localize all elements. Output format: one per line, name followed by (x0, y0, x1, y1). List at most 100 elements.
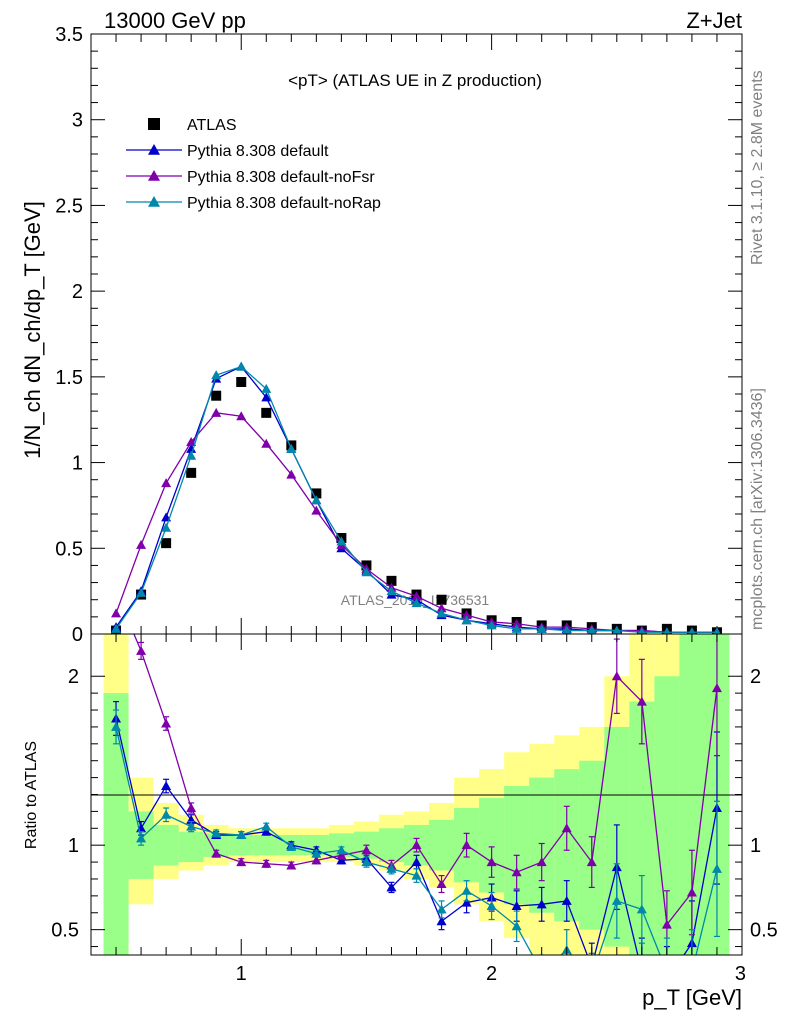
ratio-ytick-label: 2 (68, 666, 79, 688)
series-point (587, 625, 597, 634)
main-title: <pT> (ATLAS UE in Z production) (288, 71, 542, 90)
series-point (186, 443, 197, 453)
series-point (713, 627, 721, 634)
legend-label: Pythia 8.308 default-noFsr (187, 169, 375, 186)
atlas-point (436, 594, 447, 605)
series-point (311, 495, 322, 505)
main-ytick-label: 2 (72, 281, 83, 303)
series-point (261, 383, 272, 393)
ratio-point (537, 967, 547, 976)
ratio-point (587, 972, 597, 981)
ratio-point (586, 857, 597, 867)
ratio-point (261, 858, 272, 868)
ratio-point (436, 904, 447, 914)
ratio-point (461, 885, 472, 895)
main-series (111, 361, 722, 634)
series-point (461, 615, 472, 625)
series-point (211, 370, 222, 380)
ratio-series-2 (111, 709, 722, 981)
atlas-point (311, 488, 322, 499)
ratio-point (687, 967, 697, 976)
ratio-point (361, 845, 372, 855)
ratio-xtick-label: 1 (236, 963, 247, 985)
legend-item: ATLAS (148, 117, 237, 134)
legend-marker (148, 196, 160, 207)
series-point (511, 618, 522, 628)
main-series-3 (111, 361, 721, 634)
band-green-bin (203, 833, 229, 858)
ratio-point (336, 845, 347, 855)
band-green-bin (378, 828, 404, 863)
ratio-point (411, 870, 422, 880)
ratio-point (411, 857, 422, 867)
legend-marker (148, 170, 160, 181)
main-ytick-label: 3.5 (55, 24, 83, 46)
atlas-point (261, 407, 272, 418)
ratio-point (662, 975, 672, 984)
ratio-point (361, 857, 372, 867)
series-point (111, 623, 122, 633)
ratio-point (711, 863, 722, 873)
series-point (411, 591, 422, 601)
series-point (436, 603, 447, 613)
main-axes: 0 0.5 1 1.5 2 2.5 3 3.5 (55, 24, 742, 646)
band-green-bin (228, 835, 254, 856)
ratio-point (386, 882, 397, 892)
ratio-point (511, 901, 522, 911)
ratio-point (111, 587, 121, 596)
band-green-bin (303, 835, 329, 856)
ratio-point (136, 645, 147, 655)
main-ytick-label: 0 (72, 624, 83, 646)
ratio-point (236, 830, 247, 840)
header-right: Z+Jet (686, 8, 742, 33)
series-point (336, 536, 347, 546)
rivet-label: Rivet 3.1.10, ≥ 2.8M events (749, 70, 766, 265)
band-green-bin (153, 824, 179, 866)
legend-label: Pythia 8.308 default (187, 143, 329, 160)
ratio-series (111, 587, 722, 984)
ratio-point (161, 718, 172, 728)
legend-item: Pythia 8.308 default-noFsr (126, 169, 375, 186)
ratio-ytick-label-right: 1 (750, 835, 761, 857)
ratio-point (161, 809, 172, 819)
ratio-panel: 0.5 0.5 1 1 2 2 1 2 3 Ratio to ATLAS p_T [GeV] (23, 587, 778, 1010)
ratio-point (186, 821, 197, 831)
ratio-ytick-label-right: 0.5 (750, 920, 778, 942)
series-point (688, 627, 696, 634)
ratio-point (286, 841, 297, 851)
ratio-ytick-label: 1 (68, 835, 79, 857)
main-ytick-label: 3 (72, 110, 83, 132)
series-point (136, 587, 147, 597)
ratio-point (436, 879, 447, 889)
ratio-point (136, 833, 147, 843)
series-point (436, 608, 447, 618)
series-point (186, 450, 197, 460)
ratio-point (636, 904, 647, 914)
series-point (612, 625, 622, 634)
main-ytick-label: 2.5 (55, 195, 83, 217)
main-ytick-label: 1 (72, 453, 83, 475)
legend-marker (148, 144, 160, 155)
series-point (261, 438, 272, 448)
ratio-point (662, 967, 672, 976)
ratio-point (486, 857, 497, 867)
main-ytick-label: 0.5 (55, 538, 83, 560)
ratio-ytick-label-right: 2 (750, 666, 761, 688)
atlas-point (386, 575, 397, 586)
series-point (411, 598, 422, 608)
ratio-point (561, 823, 572, 833)
main-panel: 00.511.522.533.5 ATLAS_2019_I1736531 <pT… (20, 24, 743, 646)
atlas-point (236, 377, 247, 387)
series-point (161, 522, 172, 532)
series-point (311, 505, 322, 515)
ratio-point (711, 683, 722, 693)
ratio-point (611, 895, 622, 905)
band-green-bin (479, 797, 505, 893)
series-point (136, 539, 147, 549)
atlas-point (211, 390, 222, 401)
series-point (211, 407, 222, 417)
ratio-point (536, 899, 547, 909)
ratio-point (311, 855, 322, 865)
main-ylabel: 1/N_ch dN_ch/dp_T [GeV] (20, 201, 45, 459)
ratio-point (536, 857, 547, 867)
